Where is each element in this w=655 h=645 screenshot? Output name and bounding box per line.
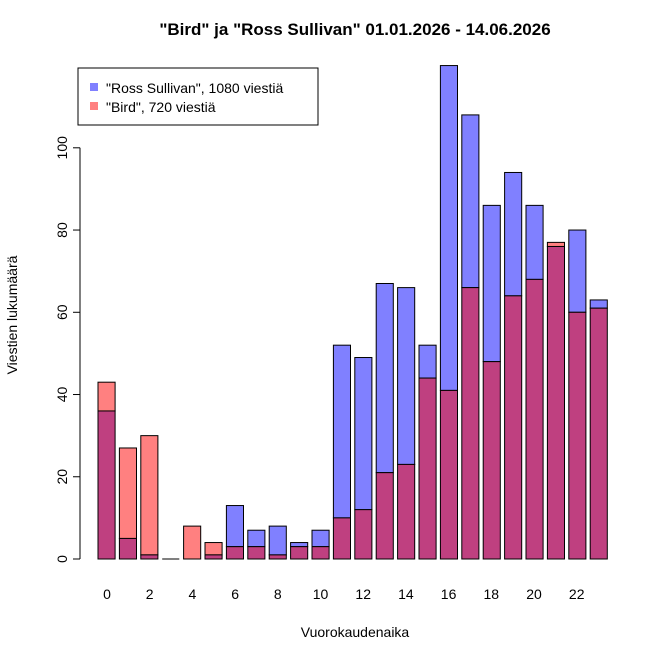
bar-overlap-hour-5 bbox=[204, 554, 223, 560]
y-axis-label: Viestien lukumäärä bbox=[4, 255, 20, 374]
legend-box bbox=[77, 67, 319, 126]
bar-overlap-hour-15 bbox=[418, 377, 437, 560]
x-tick-label: 0 bbox=[103, 586, 111, 602]
y-tick-label: 20 bbox=[54, 469, 70, 485]
x-tick-label: 14 bbox=[398, 586, 414, 602]
x-tick-label: 8 bbox=[274, 586, 282, 602]
bar-upper-hour-21 bbox=[546, 241, 566, 247]
bar-upper-hour-9 bbox=[290, 542, 309, 548]
bar-upper-hour-6 bbox=[225, 505, 244, 548]
bar-upper-hour-16 bbox=[439, 65, 458, 391]
bar-upper-hour-23 bbox=[589, 299, 608, 309]
bar-overlap-hour-11 bbox=[332, 517, 351, 560]
bar-overlap-hour-21 bbox=[546, 245, 566, 560]
bar-upper-hour-11 bbox=[332, 344, 351, 519]
bar-overlap-hour-9 bbox=[290, 546, 309, 560]
bar-overlap-hour-18 bbox=[482, 361, 501, 560]
bar-overlap-hour-7 bbox=[247, 546, 266, 560]
x-tick-label: 16 bbox=[441, 586, 457, 602]
y-tick-label: 100 bbox=[54, 136, 70, 160]
x-tick-label: 6 bbox=[231, 586, 239, 602]
x-tick-label: 20 bbox=[526, 586, 542, 602]
x-tick-label: 22 bbox=[569, 586, 585, 602]
legend-entry: "Ross Sullivan", 1080 viestiä bbox=[106, 80, 283, 96]
y-tick-label: 40 bbox=[54, 387, 70, 403]
y-axis: 0 20 40 60 80 100 bbox=[54, 136, 81, 563]
x-tick-label: 4 bbox=[189, 586, 197, 602]
bar-upper-hour-14 bbox=[397, 287, 416, 465]
bar-upper-hour-17 bbox=[461, 114, 480, 289]
x-tick-label: 18 bbox=[484, 586, 500, 602]
bar-upper-hour-5 bbox=[204, 542, 223, 556]
bar-overlap-hour-16 bbox=[439, 389, 458, 560]
chart-title: "Bird" ja "Ross Sullivan" 01.01.2026 - 1… bbox=[159, 20, 550, 39]
bar-upper-hour-8 bbox=[268, 525, 287, 556]
bar-overlap-hour-1 bbox=[118, 537, 138, 560]
bar-upper-hour-19 bbox=[504, 171, 523, 297]
bar-upper-hour-1 bbox=[118, 447, 138, 539]
bar-upper-hour-2 bbox=[140, 435, 159, 556]
bar-upper-hour-0 bbox=[97, 381, 116, 412]
bar-overlap-hour-2 bbox=[140, 554, 159, 560]
y-tick-label: 60 bbox=[54, 304, 70, 320]
bar-overlap-hour-6 bbox=[225, 546, 244, 560]
legend-entry: "Bird", 720 viestiä bbox=[106, 99, 216, 115]
legend-swatch bbox=[90, 102, 98, 110]
legend-swatch bbox=[90, 83, 98, 91]
bar-upper-hour-20 bbox=[525, 204, 544, 280]
bar-upper-hour-4 bbox=[183, 525, 202, 560]
y-tick-label: 0 bbox=[54, 555, 70, 563]
legend: "Ross Sullivan", 1080 viestiä "Bird", 720… bbox=[77, 67, 319, 126]
bar-overlap-hour-8 bbox=[268, 554, 287, 560]
bar-upper-hour-7 bbox=[247, 529, 266, 548]
bar-overlap-hour-22 bbox=[568, 311, 587, 560]
bar-overlap-hour-20 bbox=[525, 278, 544, 560]
x-tick-label: 10 bbox=[313, 586, 329, 602]
bar-overlap-hour-12 bbox=[354, 509, 373, 560]
bar-overlap-hour-23 bbox=[589, 307, 608, 560]
bar-upper-hour-15 bbox=[418, 344, 437, 379]
bar-upper-hour-12 bbox=[354, 357, 373, 511]
bar-overlap-hour-10 bbox=[311, 546, 330, 560]
y-tick-label: 80 bbox=[54, 222, 70, 238]
bar-overlap-hour-0 bbox=[97, 410, 116, 560]
x-tick-labels: 0 2 4 6 8 10 12 14 16 18 20 22 bbox=[103, 586, 585, 602]
bar-overlap-hour-19 bbox=[504, 295, 523, 560]
bar-upper-hour-22 bbox=[568, 229, 587, 313]
x-tick-label: 12 bbox=[355, 586, 371, 602]
bars-group bbox=[97, 65, 608, 560]
bar-upper-hour-13 bbox=[375, 282, 394, 474]
bar-overlap-hour-14 bbox=[397, 463, 416, 560]
bar-overlap-hour-17 bbox=[461, 287, 480, 560]
bar-overlap-hour-13 bbox=[375, 472, 394, 560]
bar-upper-hour-10 bbox=[311, 529, 330, 548]
bar-upper-hour-18 bbox=[482, 204, 501, 363]
x-axis-label: Vuorokaudenaika bbox=[301, 624, 410, 640]
x-tick-label: 2 bbox=[146, 586, 154, 602]
